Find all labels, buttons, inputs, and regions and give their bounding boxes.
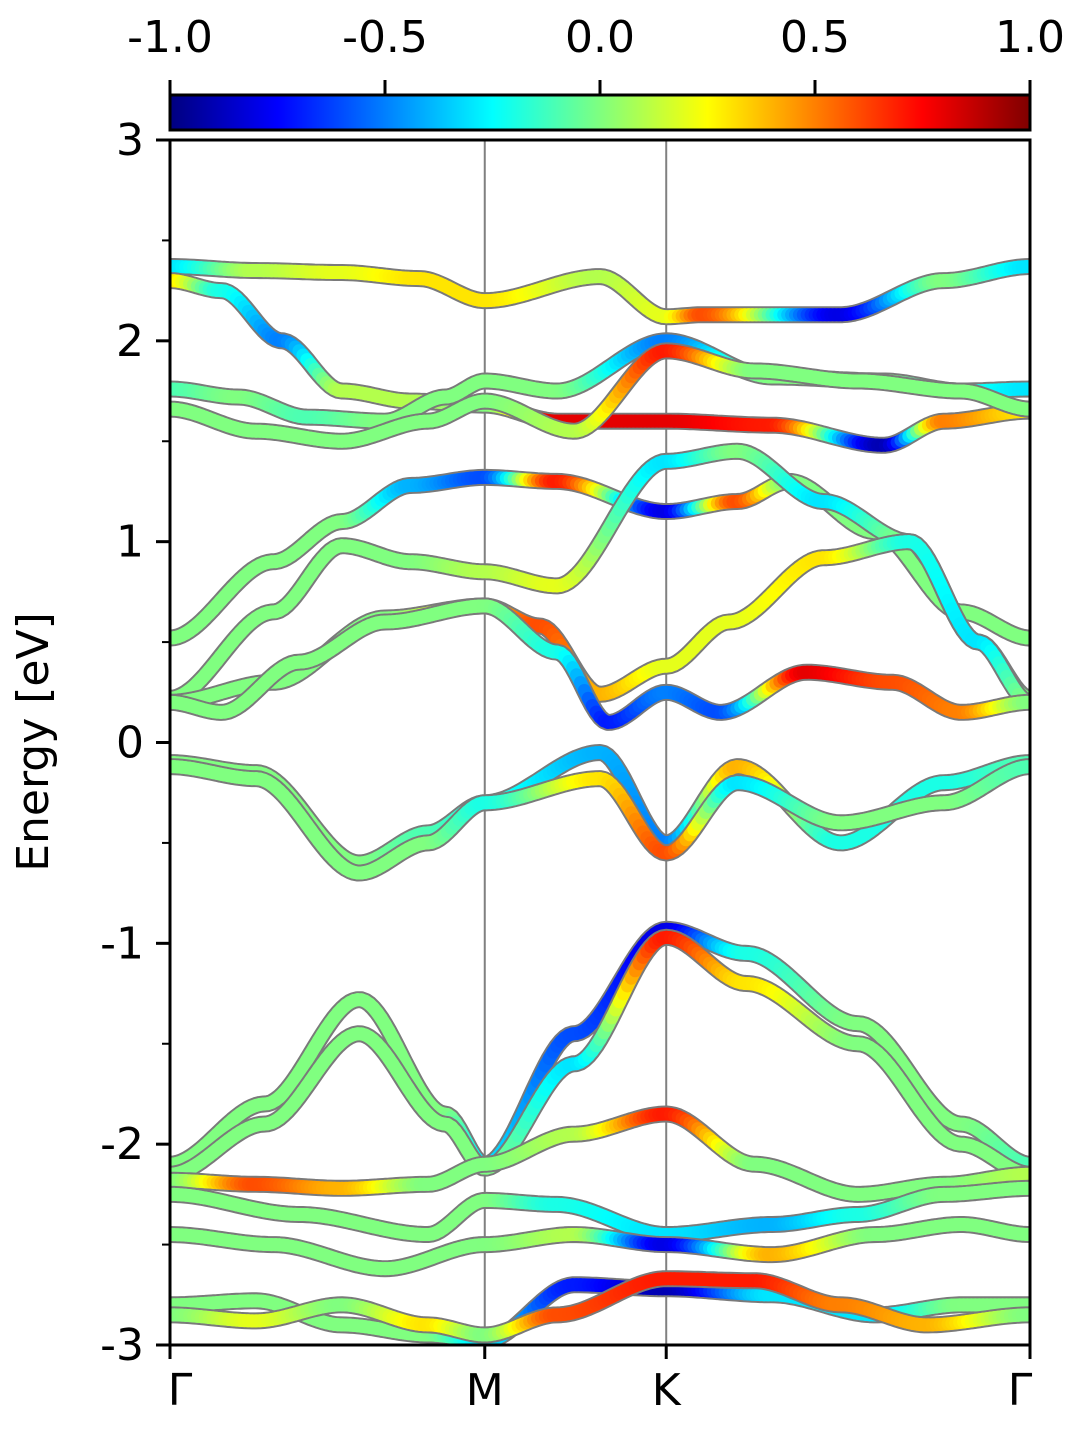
colorbar-gradient [168, 93, 1032, 132]
x-tick-label: K [652, 1365, 682, 1416]
colorbar-tick-label: -1.0 [127, 12, 213, 63]
band-line [170, 1216, 1030, 1278]
plot-frame [168, 138, 1032, 1347]
colorbar-tick-label: 0.5 [780, 12, 850, 63]
x-tick-label: Γ [168, 1365, 193, 1416]
y-tick-label: -2 [100, 1119, 144, 1170]
colorbar-tick-label: -0.5 [342, 12, 428, 63]
colorbar-ticks: -1.0 -0.5 0.0 0.5 1.0 [127, 12, 1065, 95]
band-line [170, 258, 1030, 326]
band-line [170, 758, 1030, 882]
band-line [170, 1105, 1030, 1203]
bands [170, 258, 1030, 1345]
band-line [170, 1270, 1030, 1344]
colorbar-tick-label: 0.0 [565, 12, 635, 63]
x-tick-label: Γ [1008, 1365, 1033, 1416]
y-axis-ticks: -3 -2 -1 0 1 2 3 [100, 115, 170, 1371]
y-tick-label: -1 [100, 918, 144, 969]
band-line [170, 342, 1030, 450]
band-line [170, 597, 1030, 731]
y-tick-label: 3 [116, 115, 144, 166]
band-line [170, 1179, 1030, 1243]
plot-area: -3 -2 -1 0 1 2 3 Γ M K Γ Energy [eV] [8, 115, 1033, 1416]
y-axis-label: Energy [eV] [8, 612, 59, 872]
colorbar: -1.0 -0.5 0.0 0.5 1.0 [127, 12, 1065, 132]
colorbar-tick-label: 1.0 [995, 12, 1065, 63]
x-tick-label: M [466, 1365, 504, 1416]
y-tick-label: -3 [100, 1320, 144, 1371]
y-tick-label: 2 [116, 316, 144, 367]
band-line [170, 442, 1030, 707]
y-tick-label: 1 [116, 517, 144, 568]
y-tick-label: 0 [116, 718, 144, 769]
